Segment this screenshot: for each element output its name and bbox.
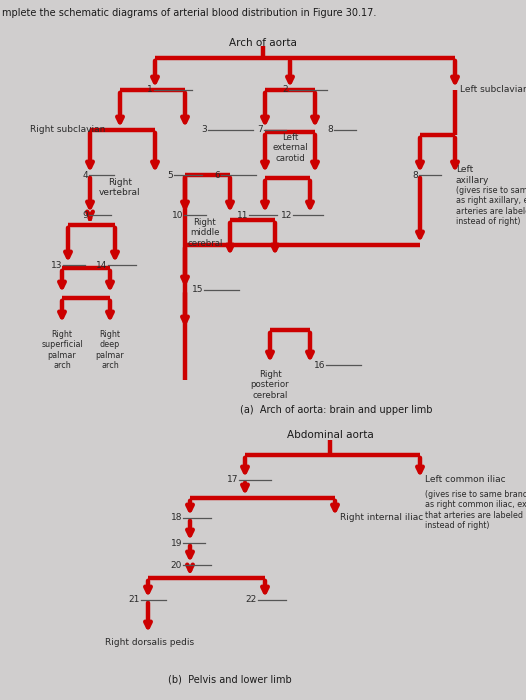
Text: 5: 5 — [167, 171, 173, 179]
Text: mplete the schematic diagrams of arterial blood distribution in Figure 30.17.: mplete the schematic diagrams of arteria… — [2, 8, 377, 18]
Text: Right
superficial
palmar
arch: Right superficial palmar arch — [41, 330, 83, 370]
Text: 3: 3 — [201, 125, 207, 134]
Text: 10: 10 — [171, 211, 183, 220]
Text: 18: 18 — [170, 514, 182, 522]
Text: 1: 1 — [147, 85, 153, 94]
Text: 9: 9 — [82, 211, 88, 220]
Text: 11: 11 — [237, 211, 248, 220]
Text: 21: 21 — [129, 596, 140, 605]
Text: 14: 14 — [96, 260, 107, 270]
Text: (a)  Arch of aorta: brain and upper limb: (a) Arch of aorta: brain and upper limb — [240, 405, 432, 415]
Text: Right
deep
palmar
arch: Right deep palmar arch — [96, 330, 124, 370]
Text: Abdominal aorta: Abdominal aorta — [287, 430, 373, 440]
Text: Arch of aorta: Arch of aorta — [229, 38, 297, 48]
Text: 6: 6 — [214, 171, 220, 179]
Text: Right
vertebral: Right vertebral — [99, 178, 141, 197]
Text: 15: 15 — [191, 286, 203, 295]
Text: Left
external
carotid: Left external carotid — [272, 133, 308, 163]
Text: 17: 17 — [227, 475, 238, 484]
Text: 12: 12 — [281, 211, 292, 220]
Text: Left common iliac: Left common iliac — [425, 475, 505, 484]
Text: 13: 13 — [50, 260, 62, 270]
Text: 16: 16 — [313, 360, 325, 370]
Text: Right internal iliac: Right internal iliac — [340, 514, 423, 522]
Text: (gives rise to same branches
as right common iliac, except
that arteries are lab: (gives rise to same branches as right co… — [425, 490, 526, 530]
Text: Right dorsalis pedis: Right dorsalis pedis — [105, 638, 194, 647]
Text: 4: 4 — [83, 171, 88, 179]
Text: Left
axillary: Left axillary — [456, 165, 489, 185]
Text: 8: 8 — [327, 125, 333, 134]
Text: 22: 22 — [246, 596, 257, 605]
Text: (gives rise to same branches
as right axillary, except that
arteries are labeled: (gives rise to same branches as right ax… — [456, 186, 526, 226]
Text: Right subclavian: Right subclavian — [30, 125, 105, 134]
Text: 7: 7 — [257, 125, 263, 134]
Text: 8: 8 — [412, 171, 418, 179]
Text: Right
posterior
cerebral: Right posterior cerebral — [251, 370, 289, 400]
Text: 19: 19 — [170, 538, 182, 547]
Text: Left subclavian: Left subclavian — [460, 85, 526, 94]
Text: 20: 20 — [170, 561, 182, 570]
Text: 2: 2 — [282, 85, 288, 94]
Text: Right
middle
cerebral: Right middle cerebral — [187, 218, 222, 248]
Text: (b)  Pelvis and lower limb: (b) Pelvis and lower limb — [168, 675, 292, 685]
